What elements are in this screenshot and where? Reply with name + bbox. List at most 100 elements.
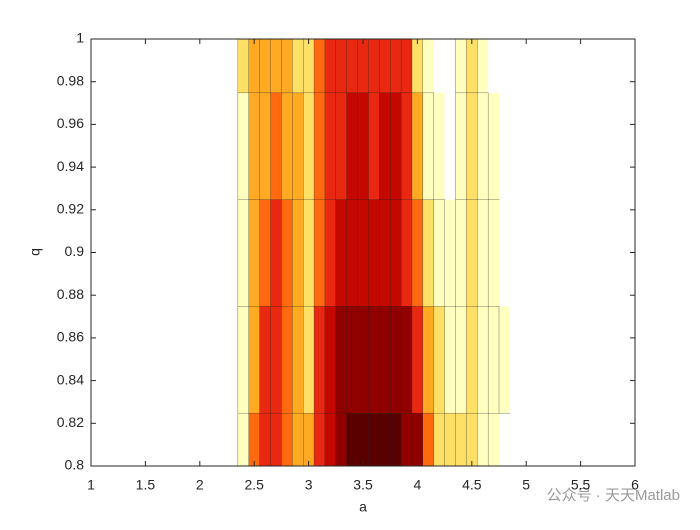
contour-cell bbox=[227, 412, 239, 466]
contour-cell bbox=[324, 39, 337, 94]
contour-cell bbox=[368, 305, 380, 414]
contour-cell bbox=[509, 412, 522, 466]
contour-cell bbox=[444, 305, 457, 414]
contour-cell bbox=[357, 305, 370, 414]
contour-cell bbox=[357, 92, 370, 200]
contour-cell bbox=[237, 198, 250, 307]
contour-cell bbox=[324, 198, 337, 307]
contour-cell bbox=[368, 198, 380, 307]
contour-cell bbox=[324, 305, 337, 414]
contour-cell bbox=[477, 305, 489, 414]
contour-cell bbox=[422, 305, 435, 414]
y-tick-label: 1 bbox=[76, 30, 84, 46]
contour-cell bbox=[433, 92, 446, 200]
y-tick-label: 0.94 bbox=[57, 158, 84, 174]
contour-cell bbox=[509, 92, 522, 200]
contour-cell bbox=[237, 39, 250, 94]
contour-cell bbox=[292, 92, 304, 200]
x-tick-label: 6 bbox=[631, 477, 639, 493]
x-tick-label: 1 bbox=[87, 477, 95, 493]
contour-cell bbox=[303, 305, 315, 414]
contour-cell bbox=[248, 39, 261, 94]
contour-cell bbox=[335, 92, 348, 200]
x-tick-label: 4.5 bbox=[462, 477, 482, 493]
contour-cell bbox=[270, 305, 283, 414]
contour-cell bbox=[335, 198, 348, 307]
y-tick-label: 0.88 bbox=[57, 286, 84, 302]
contour-cell bbox=[292, 198, 304, 307]
y-tick-label: 0.82 bbox=[57, 414, 84, 430]
contour-cell bbox=[455, 305, 468, 414]
contour-cell bbox=[259, 39, 272, 94]
contour-cell bbox=[335, 305, 348, 414]
contour-cell bbox=[400, 305, 413, 414]
contour-cell bbox=[390, 198, 402, 307]
contour-cell bbox=[281, 39, 293, 94]
contour-cell bbox=[281, 92, 293, 200]
contour-cell bbox=[379, 39, 391, 94]
contour-cell bbox=[499, 39, 511, 93]
x-tick-label: 2 bbox=[196, 477, 204, 493]
contour-cell bbox=[444, 92, 456, 200]
contour-cell bbox=[303, 39, 315, 94]
contour-cell bbox=[400, 39, 413, 94]
contour-cell bbox=[227, 199, 239, 307]
y-tick-label: 0.84 bbox=[57, 371, 84, 387]
contour-cell bbox=[346, 92, 359, 200]
contour-cell bbox=[357, 39, 370, 94]
contour-cell bbox=[433, 305, 446, 414]
contour-cell bbox=[259, 198, 272, 307]
contour-cell bbox=[466, 198, 478, 307]
contour-cell bbox=[368, 92, 380, 200]
y-tick-label: 0.98 bbox=[57, 72, 84, 88]
contour-cell bbox=[313, 305, 326, 414]
contour-cell bbox=[455, 39, 468, 94]
contour-cell bbox=[346, 39, 359, 94]
contour-cell bbox=[227, 305, 239, 414]
contour-cell bbox=[433, 198, 446, 307]
x-tick-label: 1.5 bbox=[136, 477, 156, 493]
x-tick-label: 4 bbox=[414, 477, 422, 493]
y-axis-label: q bbox=[27, 248, 43, 256]
contour-cell bbox=[303, 92, 315, 200]
contour-cell bbox=[346, 198, 359, 307]
x-tick-label: 3 bbox=[305, 477, 313, 493]
contour-cell bbox=[270, 39, 283, 94]
contour-cell bbox=[444, 39, 456, 93]
contour-cell bbox=[313, 39, 326, 94]
contour-cell bbox=[477, 198, 489, 307]
contour-cell bbox=[455, 92, 468, 200]
contour-cell bbox=[281, 305, 293, 414]
contour-cell bbox=[487, 198, 500, 307]
contour-cell bbox=[368, 39, 380, 94]
contour-cell bbox=[346, 305, 359, 414]
contour-cell bbox=[498, 305, 511, 414]
y-tick-label: 0.96 bbox=[57, 115, 84, 131]
contour-cell bbox=[422, 92, 435, 200]
contour-cell bbox=[488, 39, 500, 93]
contour-cell bbox=[455, 198, 468, 307]
contour-cell bbox=[259, 92, 272, 200]
contour-cell bbox=[292, 305, 304, 414]
contour-cell bbox=[422, 39, 435, 94]
contour-cell bbox=[477, 92, 489, 200]
x-axis-label: a bbox=[359, 499, 367, 515]
contour-cell bbox=[303, 198, 315, 307]
contour-cell bbox=[281, 198, 293, 307]
y-tick-label: 0.9 bbox=[65, 243, 85, 259]
x-tick-label: 5 bbox=[522, 477, 530, 493]
contour-cell bbox=[509, 39, 522, 93]
contour-cell bbox=[499, 92, 511, 200]
x-tick-label: 3.5 bbox=[353, 477, 373, 493]
contour-cell bbox=[270, 198, 283, 307]
contour-cell bbox=[444, 198, 457, 307]
contour-cell bbox=[487, 305, 500, 414]
contour-cell bbox=[324, 92, 337, 200]
contour-cell bbox=[248, 198, 261, 307]
contour-cell bbox=[379, 92, 391, 200]
contour-cell bbox=[411, 92, 424, 200]
contour-field bbox=[227, 39, 522, 466]
contour-cell bbox=[400, 198, 413, 307]
contour-cell bbox=[400, 92, 413, 200]
